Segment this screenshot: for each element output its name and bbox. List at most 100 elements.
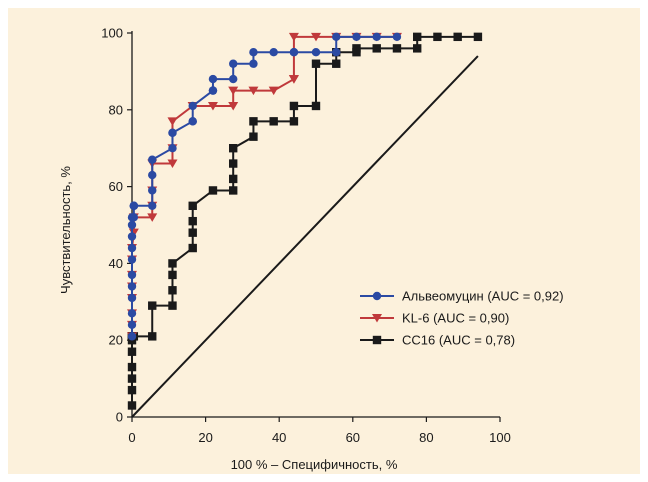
data-point — [332, 59, 341, 68]
legend-marker — [372, 291, 382, 301]
data-point — [269, 48, 278, 57]
x-tick-label: 60 — [346, 430, 360, 445]
data-point — [148, 186, 157, 195]
y-axis-label: Чувствительность, % — [58, 166, 73, 294]
data-point — [249, 117, 258, 126]
legend-marker — [372, 335, 382, 345]
y-tick-label: 80 — [109, 102, 123, 117]
data-point — [311, 101, 321, 111]
data-point — [127, 332, 137, 341]
data-point — [208, 74, 218, 84]
data-point — [229, 159, 238, 168]
x-tick-label: 20 — [198, 430, 212, 445]
data-point — [168, 128, 177, 138]
data-point — [188, 117, 197, 126]
series-2 — [127, 32, 483, 410]
data-point — [127, 282, 137, 291]
data-point — [413, 44, 422, 53]
data-point — [228, 101, 239, 111]
data-point — [433, 32, 442, 42]
data-point — [129, 213, 139, 222]
legend-marker — [372, 314, 382, 323]
axes: 0 20 40 60 80 100 0 20 40 60 80 100 — [101, 26, 511, 446]
data-point — [268, 86, 279, 96]
data-point — [127, 385, 137, 395]
y-tick-label: 100 — [101, 26, 123, 41]
reference-line — [131, 55, 479, 418]
data-point — [229, 186, 238, 195]
y-tick-label: 40 — [109, 256, 123, 271]
data-point — [168, 286, 177, 295]
data-point — [168, 301, 177, 310]
data-point — [269, 117, 278, 126]
x-axis-label: 100 % – Специфичность, % — [231, 457, 398, 472]
data-point — [288, 32, 299, 42]
data-point — [127, 401, 137, 410]
data-point — [188, 101, 197, 111]
reference-diagonal — [131, 55, 479, 418]
data-point — [188, 201, 197, 210]
data-point — [127, 270, 137, 280]
data-point — [188, 243, 197, 253]
legend-label: KL-6 (AUC = 0,90) — [402, 311, 509, 326]
data-point — [289, 117, 299, 126]
data-point — [311, 59, 321, 68]
data-point — [372, 32, 381, 42]
legend-item: KL-6 (AUC = 0,90) — [360, 311, 509, 326]
data-point — [332, 32, 341, 42]
data-point — [188, 216, 197, 226]
data-point — [288, 75, 299, 84]
data-point — [229, 74, 238, 84]
data-point — [127, 320, 137, 330]
x-tick-label: 80 — [419, 430, 433, 445]
data-point — [208, 186, 218, 195]
legend: Альвеомуцин (AUC = 0,92) KL-6 (AUC = 0,90… — [360, 289, 564, 348]
data-point — [352, 32, 361, 42]
x-tick-label: 40 — [272, 430, 286, 445]
data-point — [249, 59, 258, 68]
y-tick-label: 0 — [116, 410, 123, 425]
data-point — [207, 101, 218, 111]
data-point — [168, 144, 177, 153]
legend-label: CC16 (AUC = 0,78) — [402, 333, 515, 348]
data-point — [453, 32, 462, 42]
data-point — [147, 213, 158, 222]
data-point — [332, 48, 341, 57]
data-point — [127, 309, 137, 318]
data-point — [148, 301, 157, 310]
data-point — [129, 201, 139, 210]
data-point — [127, 293, 137, 303]
legend-item: CC16 (AUC = 0,78) — [360, 333, 515, 348]
legend-item: Альвеомуцин (AUC = 0,92) — [360, 289, 564, 304]
data-point — [392, 32, 402, 42]
data-point — [127, 362, 137, 372]
data-point — [148, 155, 157, 164]
chart-frame: 0 20 40 60 80 100 0 20 40 60 80 100 Альвеомуцин (AU… — [8, 8, 640, 474]
data-point — [311, 48, 321, 57]
data-point — [372, 44, 381, 53]
data-point — [148, 170, 157, 180]
data-point — [229, 174, 238, 184]
data-point — [127, 255, 137, 264]
data-point — [289, 48, 299, 57]
series-0 — [127, 32, 402, 341]
x-tick-label: 0 — [128, 430, 135, 445]
data-point — [289, 101, 299, 111]
data-point — [168, 259, 177, 268]
data-point — [229, 59, 238, 68]
y-tick-label: 60 — [109, 179, 123, 194]
legend-label: Альвеомуцин (AUC = 0,92) — [402, 289, 564, 304]
data-point — [249, 48, 258, 57]
data-point — [413, 32, 422, 42]
data-point — [167, 117, 178, 126]
data-point — [148, 332, 157, 341]
series-1 — [127, 32, 402, 341]
data-point — [229, 144, 238, 153]
data-point — [168, 270, 177, 280]
data-point — [392, 44, 402, 53]
data-point — [127, 243, 137, 253]
data-point — [127, 232, 137, 241]
data-point — [352, 44, 361, 53]
data-point — [148, 201, 157, 210]
data-point — [249, 132, 258, 141]
